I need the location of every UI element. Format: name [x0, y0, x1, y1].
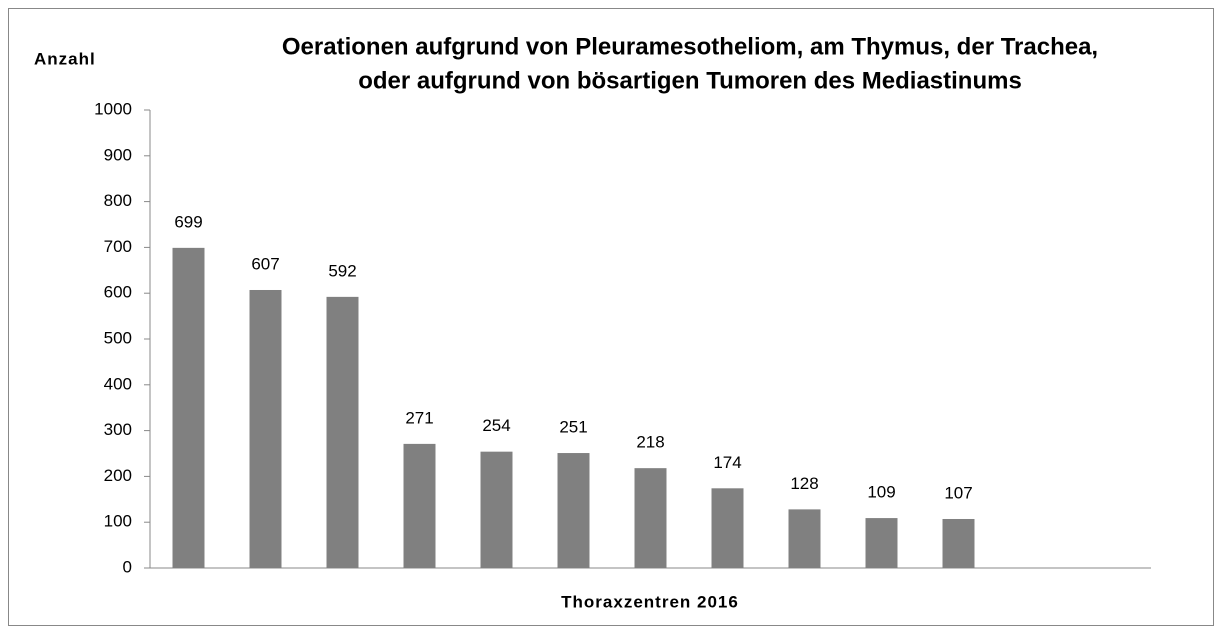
y-tick-label: 1000 [94, 99, 132, 118]
x-axis-label: Thoraxzentren 2016 [561, 592, 739, 611]
chart-title: oder aufgrund von bösartigen Tumoren des… [358, 67, 1022, 94]
bar [711, 488, 744, 568]
y-axis-label: Anzahl [34, 49, 96, 68]
y-tick-label: 200 [104, 466, 132, 485]
y-tick-label: 900 [104, 145, 132, 164]
y-tick-label: 500 [104, 328, 132, 347]
bar [634, 468, 667, 568]
bar [865, 518, 898, 568]
bar [557, 453, 590, 568]
y-tick-label: 600 [104, 283, 132, 302]
chart-title: Oerationen aufgrund von Pleuramesothelio… [282, 33, 1098, 60]
bar [788, 509, 821, 568]
data-label: 128 [790, 474, 818, 493]
data-label: 607 [251, 254, 279, 273]
y-tick-label: 800 [104, 191, 132, 210]
data-label: 592 [328, 261, 356, 280]
bar [942, 518, 975, 568]
data-label: 251 [559, 418, 587, 437]
bar [172, 247, 205, 568]
bar [403, 443, 436, 568]
bar [249, 289, 282, 568]
data-label: 254 [482, 416, 510, 435]
bar [326, 296, 359, 568]
data-label: 109 [867, 483, 895, 502]
chart-frame [8, 8, 1214, 626]
y-tick-label: 100 [104, 512, 132, 531]
y-tick-label: 0 [123, 557, 132, 576]
data-label: 218 [636, 433, 664, 452]
data-label: 107 [944, 483, 972, 502]
y-tick-label: 400 [104, 374, 132, 393]
y-tick-label: 300 [104, 420, 132, 439]
data-label: 699 [174, 212, 202, 231]
data-label: 271 [405, 408, 433, 427]
data-label: 174 [713, 453, 741, 472]
bar [480, 451, 513, 568]
y-tick-label: 700 [104, 237, 132, 256]
